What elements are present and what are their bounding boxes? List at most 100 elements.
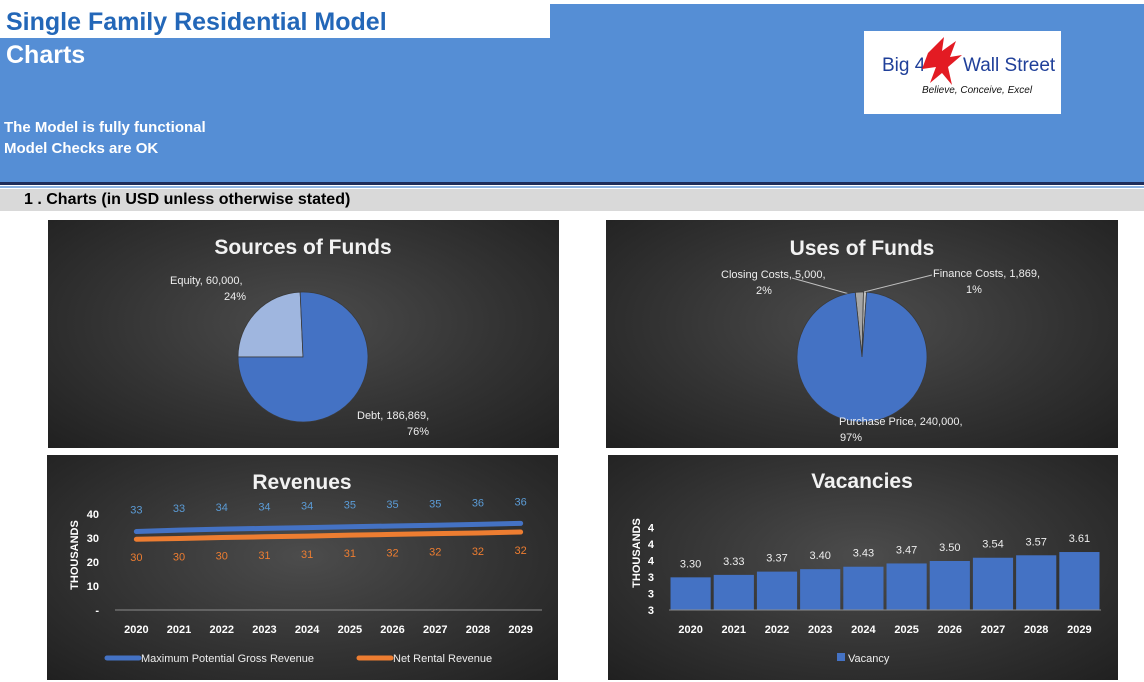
bar [886,563,927,610]
data-label: 35 [344,500,356,512]
sources-of-funds-svg: Sources of Funds Equity, 60,000, 24% Debt,… [170,236,429,438]
x-tick-label: 2028 [1024,624,1048,636]
chart-title: Vacancies [811,470,913,493]
eagle-icon [922,37,962,85]
data-label: 34 [301,501,313,513]
x-tick-label: 2025 [894,624,918,636]
bar [756,571,798,610]
uses-of-funds-svg: Uses of Funds Closing Costs, 5,000, 2% Fin… [721,237,1040,444]
bar [670,577,711,610]
vacancies-chart: Vacancies 3 3 3 4 4 4 THOUSANDS 3.30 2020 3.33 202… [608,455,1118,680]
data-label: 30 [130,552,142,564]
chart-title: Uses of Funds [790,237,935,260]
logo-tagline: Believe, Conceive, Excel [922,85,1033,96]
uses-of-funds-chart: Uses of Funds Closing Costs, 5,000, 2% Fin… [606,220,1118,448]
data-label: 1% [966,284,982,296]
revenues-chart: Revenues - 10 20 30 40 2020 2021 2022 2023 2024 20… [47,455,558,680]
leader-line [863,274,933,293]
data-label: 3.57 [1025,536,1046,548]
y-axis-label: THOUSANDS [69,520,81,590]
data-label: 24% [224,291,246,303]
data-label: 31 [344,548,356,560]
model-title: Single Family Residential Model [6,8,387,36]
x-tick-label: 2027 [981,624,1005,636]
series-line [133,529,524,542]
x-tick-label: 2020 [678,624,702,636]
data-label: 97% [840,432,862,444]
logo-name-right: Wall Street [963,55,1056,76]
data-label: 35 [386,499,398,511]
data-label: 34 [258,501,270,513]
bar [843,566,884,610]
data-label: 36 [515,496,527,508]
data-label: 3.50 [939,542,960,554]
x-tick-label: 2022 [210,624,234,636]
data-label: 32 [386,547,398,559]
data-label: 34 [216,502,228,514]
data-label: Debt, 186,869, [357,410,429,422]
x-tick-label: 2024 [295,624,320,636]
pie-slice [237,291,369,423]
y-tick-label: - [95,605,99,617]
data-label: 3.40 [809,550,830,562]
data-label: 31 [258,550,270,562]
sources-of-funds-chart: Sources of Funds Equity, 60,000, 24% Debt,… [48,220,559,448]
bar [972,557,1014,610]
data-label: 76% [407,426,429,438]
status-line-functional: The Model is fully functional [4,119,206,136]
bar [713,574,754,610]
y-tick-label: 3 [648,589,654,601]
pie-slice [237,291,304,358]
bar [800,569,841,610]
data-label: 3.37 [766,553,787,565]
data-label: 32 [472,546,484,558]
data-label: 3.47 [896,544,917,556]
x-tick-label: 2023 [808,624,832,636]
data-label: 30 [216,551,228,563]
data-label: 3.43 [853,548,874,560]
header-divider-light [0,186,1144,188]
data-label: 35 [429,498,441,510]
x-tick-label: 2027 [423,624,447,636]
data-label: Closing Costs, 5,000, [721,269,826,281]
data-label: 3.61 [1069,533,1090,545]
data-label: 32 [429,547,441,559]
bar [1016,555,1057,610]
y-tick-label: 20 [87,557,99,569]
data-label: 3.33 [723,556,744,568]
legend-label: Maximum Potential Gross Revenue [141,653,314,665]
y-tick-label: 3 [648,605,654,617]
header-divider [0,182,1144,185]
y-tick-label: 10 [87,581,99,593]
pie-slice [796,291,928,423]
leader-line [791,277,854,296]
x-tick-label: 2029 [1067,624,1091,636]
data-label: Finance Costs, 1,869, [933,268,1040,280]
logo-name-left: Big 4 [882,55,926,76]
x-tick-label: 2025 [338,624,362,636]
section-title: 1 . Charts (in USD unless otherwise stat… [24,191,351,208]
data-label: 3.54 [982,539,1003,551]
x-tick-label: 2022 [765,624,789,636]
legend-label: Vacancy [848,653,890,665]
y-tick-label: 3 [648,572,654,584]
bar [1059,552,1100,610]
y-tick-label: 40 [87,509,99,521]
company-logo: Big 4 Wall Street Believe, Conceive, Exc… [864,31,1061,114]
bar [929,561,970,610]
section-bar: 1 . Charts (in USD unless otherwise stat… [0,189,1144,211]
x-tick-label: 2029 [508,624,532,636]
x-tick-label: 2021 [722,624,746,636]
legend-swatch [837,653,845,661]
data-label: 33 [130,505,142,517]
x-tick-label: 2026 [938,624,962,636]
x-tick-label: 2024 [851,624,876,636]
data-label: 36 [472,497,484,509]
page-subtitle: Charts [6,41,86,69]
legend-label: Net Rental Revenue [393,653,492,665]
revenues-svg: Revenues - 10 20 30 40 2020 2021 2022 2023 2024 20… [69,471,542,665]
data-label: 3.30 [680,558,701,570]
data-label: 31 [301,549,313,561]
y-tick-label: 4 [648,539,655,551]
x-tick-label: 2028 [466,624,490,636]
